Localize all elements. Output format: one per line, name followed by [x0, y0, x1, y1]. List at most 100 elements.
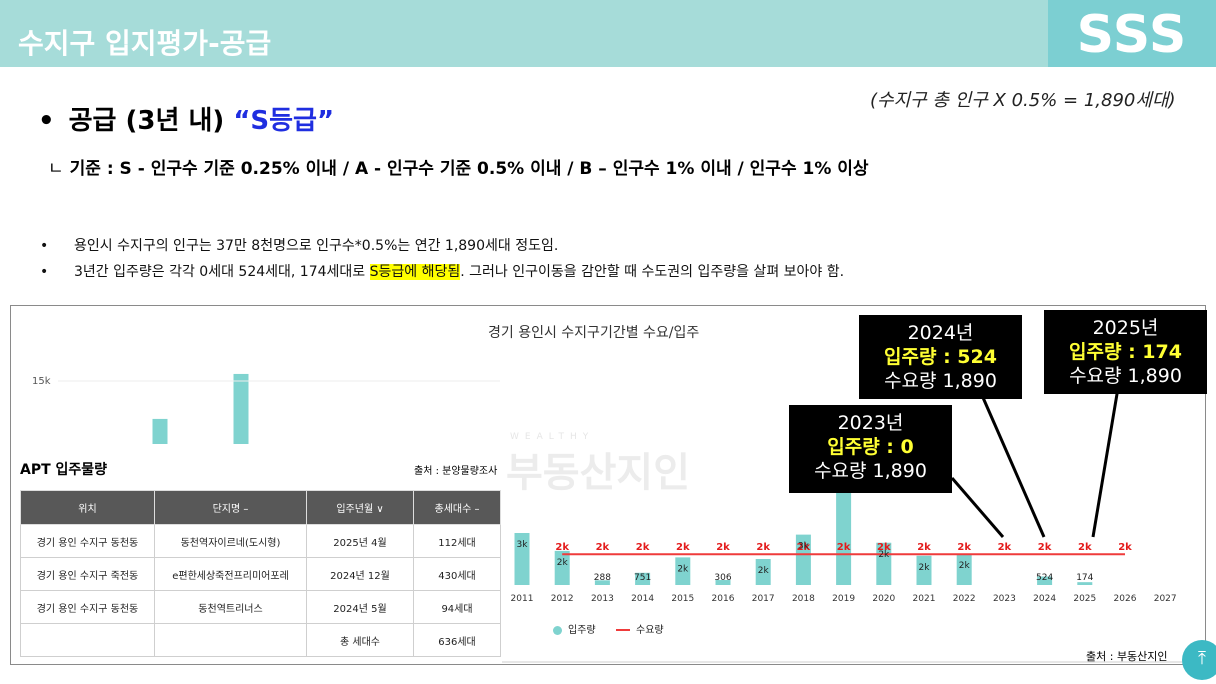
x-tick-label: 2017	[752, 594, 775, 604]
callout-demand: 수요량 1,890	[884, 370, 997, 392]
demand-data-label: 2k	[716, 542, 730, 553]
section-heading: • 공급 (3년 내) “S등급”	[38, 100, 334, 137]
table-cell: 2025년 4월	[306, 524, 414, 558]
supply-bar	[1077, 582, 1093, 585]
table-cell	[20, 623, 155, 657]
watermark-small: WEALTHY	[510, 432, 595, 442]
header-bar: 수지구 입지평가-공급 SSS	[0, 0, 1216, 67]
table-header-row: 위치 단지명 – 입주년월 ∨ 총세대수 –	[20, 490, 501, 525]
supply-bar	[554, 550, 570, 585]
callout-demand: 수요량 1,890	[1069, 365, 1182, 387]
column-header-households[interactable]: 총세대수 –	[413, 490, 501, 525]
table-cell: 636세대	[413, 623, 501, 657]
callout-pointer-2023	[950, 477, 1005, 538]
table-row: 경기 용인 수지구 동천동 동천역트리너스 2024년 5월 94세대	[20, 590, 501, 624]
x-tick-label: 2019	[832, 594, 855, 604]
table-cell: e편한세상죽전프리미어포레	[154, 557, 307, 591]
supply-data-label: 2k	[878, 550, 890, 560]
x-tick-label: 2018	[792, 594, 815, 604]
legend-supply-label: 입주량	[568, 625, 596, 636]
demand-data-label: 2k	[596, 542, 610, 553]
apt-supply-table: 위치 단지명 – 입주년월 ∨ 총세대수 – 경기 용인 수지구 동천동 동천역…	[20, 490, 501, 657]
x-tick-label: 2013	[591, 594, 614, 604]
table-cell: 동천역자이르네(도시형)	[154, 524, 307, 558]
callout-pointer-2024	[979, 392, 1046, 538]
description-text-1: 용인시 수지구의 인구는 37만 8천명으로 인구수*0.5%는 연간 1,89…	[74, 238, 559, 254]
criteria-text: 기준 : S - 인구수 기준 0.25% 이내 / A - 인구수 기준 0.…	[69, 159, 869, 179]
supply-bar	[916, 555, 932, 585]
supply-bar	[836, 484, 852, 585]
supply-data-label: 288	[594, 573, 611, 583]
callout-2025: 2025년 입주량 : 174 수요량 1,890	[1044, 310, 1207, 394]
table-cell: 112세대	[413, 524, 501, 558]
callout-year: 2024년	[907, 322, 974, 344]
chart-title: 경기 용인시 수지구기간별 수요/입주	[488, 325, 700, 341]
supply-bar	[755, 559, 771, 585]
supply-bar-upper	[152, 418, 168, 444]
x-tick-label: 2023	[993, 594, 1016, 604]
demand-data-label: 2k	[756, 542, 770, 553]
callout-supply: 입주량 : 524	[884, 346, 997, 368]
legend-supply[interactable]: 입주량	[553, 621, 596, 636]
column-header-complex[interactable]: 단지명 –	[154, 490, 307, 525]
bullet-dot: •	[40, 264, 49, 280]
apt-table-title: APT 입주물량	[20, 462, 108, 478]
supply-data-label: 306	[714, 573, 731, 583]
supply-bar	[594, 580, 610, 585]
supply-bar	[675, 557, 691, 585]
supply-data-label: 2k	[677, 564, 689, 574]
x-tick-label: 2016	[712, 594, 735, 604]
highlighted-grade: S등급에 해당됨	[369, 264, 461, 280]
description-text-2a: 3년간 입주량은 각각 0세대 524세대, 174세대로	[74, 264, 370, 280]
supply-data-label: 751	[634, 573, 651, 583]
callout-supply: 입주량 : 0	[827, 436, 914, 458]
table-cell: 총 세대수	[306, 623, 414, 657]
demand-data-label: 2k	[917, 542, 931, 553]
table-cell	[154, 623, 307, 657]
table-row: 경기 용인 수지구 동천동 동천역자이르네(도시형) 2025년 4월 112세…	[20, 524, 501, 558]
table-cell: 경기 용인 수지구 동천동	[20, 590, 155, 624]
table-cell: 경기 용인 수지구 동천동	[20, 524, 155, 558]
arrow-up-icon: ⤒	[1198, 648, 1206, 669]
x-tick-label: 2026	[1114, 594, 1137, 604]
table-row: 경기 용인 수지구 죽전동 e편한세상죽전프리미어포레 2024년 12월 43…	[20, 557, 501, 591]
supply-data-label: 2k	[758, 566, 770, 576]
column-header-location[interactable]: 위치	[20, 490, 155, 525]
heading-prefix: 공급 (3년 내)	[68, 106, 234, 136]
description-line-2: • 3년간 입주량은 각각 0세대 524세대, 174세대로 S등급에 해당됨.…	[40, 261, 844, 281]
description-line-1: • 용인시 수지구의 인구는 37만 8천명으로 인구수*0.5%는 연간 1,8…	[40, 235, 558, 255]
x-tick-label: 2014	[631, 594, 654, 604]
supply-data-label: 2k	[959, 561, 971, 571]
demand-data-label: 2k	[1038, 542, 1052, 553]
demand-data-label: 2k	[676, 542, 690, 553]
supply-data-label: 524	[1036, 573, 1053, 583]
heading-bullet: •	[38, 106, 55, 136]
supply-bar-upper	[233, 373, 249, 444]
apt-table-source: 출처 : 분양물량조사	[414, 466, 498, 477]
x-tick-label: 2011	[511, 594, 534, 604]
demand-data-label: 2k	[1118, 542, 1132, 553]
x-tick-label: 2025	[1073, 594, 1096, 604]
scroll-top-button[interactable]: ⤒	[1182, 640, 1216, 680]
demand-data-label: 2k	[1078, 542, 1092, 553]
legend-demand[interactable]: 수요량	[616, 621, 664, 636]
grade-label: “S등급”	[233, 106, 335, 136]
demand-data-label: 2k	[837, 542, 851, 553]
x-tick-label: 2024	[1033, 594, 1056, 604]
demand-data-label: 2k	[636, 542, 650, 553]
table-total-row: 총 세대수 636세대	[20, 623, 501, 657]
table-cell: 94세대	[413, 590, 501, 624]
brand-logo: SSS	[1048, 0, 1216, 67]
column-header-move-in[interactable]: 입주년월 ∨	[306, 490, 414, 525]
chart-source: 출처 : 부동산지인	[1086, 650, 1168, 663]
callout-year: 2023년	[837, 412, 904, 434]
callout-supply: 입주량 : 174	[1069, 341, 1182, 363]
table-cell: 2024년 12월	[306, 557, 414, 591]
demand-data-label: 2k	[998, 542, 1012, 553]
x-tick-label: 2012	[551, 594, 574, 604]
description-text-2b: . 그러나 인구이동을 감안할 때 수도권의 입주량을 살펴 보아야 함.	[460, 264, 845, 280]
legend-demand-label: 수요량	[636, 625, 664, 636]
supply-data-label: 2k	[557, 558, 569, 568]
supply-data-label: 2k	[919, 563, 931, 573]
